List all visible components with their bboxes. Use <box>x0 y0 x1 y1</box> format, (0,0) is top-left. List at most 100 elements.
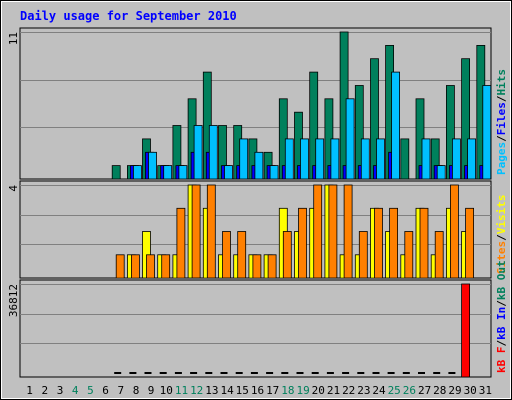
bar-sites-day-14 <box>222 231 231 279</box>
baseline-marker-day-19 <box>296 372 304 374</box>
bar-pages-day-8 <box>132 165 142 180</box>
x-tick-label-day-16: 16 <box>251 384 264 397</box>
bar-pages-day-18 <box>284 138 294 180</box>
x-tick-label-day-15: 15 <box>236 384 249 397</box>
bar-sites-day-22 <box>343 184 353 279</box>
x-tick-label-day-9: 9 <box>148 384 155 397</box>
baseline-marker-day-10 <box>159 372 167 374</box>
bar-sites-day-17 <box>267 254 277 279</box>
x-tick-label-day-7: 7 <box>117 384 124 397</box>
bar-sites-day-18 <box>282 231 292 279</box>
baseline-marker-day-25 <box>387 372 395 374</box>
baseline-marker-day-24 <box>372 372 380 374</box>
legend-entry: / <box>495 95 508 102</box>
baseline-marker-day-15 <box>235 372 243 374</box>
bar-pages-day-16 <box>254 151 264 180</box>
x-tick-label-day-2: 2 <box>41 384 48 397</box>
bar-pages-day-24 <box>376 138 385 180</box>
bar-pages-day-23 <box>360 138 370 180</box>
bar-kb-f-day-30 <box>461 283 471 378</box>
x-tick-label-day-25: 25 <box>388 384 401 397</box>
x-tick-label-day-6: 6 <box>102 384 109 397</box>
x-tick-label-day-10: 10 <box>160 384 173 397</box>
baseline-marker-day-9 <box>144 372 152 374</box>
bar-sites-day-10 <box>161 254 171 279</box>
bar-sites-day-7 <box>115 254 125 279</box>
x-tick-label-day-4: 4 <box>72 384 79 397</box>
baseline-marker-day-26 <box>402 372 410 374</box>
bar-sites-day-30 <box>465 207 475 279</box>
baseline-marker-day-17 <box>266 372 274 374</box>
bar-sites-day-20 <box>313 184 323 279</box>
baseline-marker-day-28 <box>433 372 441 374</box>
x-tick-label-day-26: 26 <box>403 384 416 397</box>
baseline-marker-day-14 <box>220 372 228 374</box>
panel-max-label: 11 <box>7 32 20 45</box>
bar-pages-day-21 <box>330 138 340 180</box>
bar-sites-day-19 <box>298 207 307 279</box>
legend-entry: Visits <box>495 195 508 235</box>
bar-pages-day-30 <box>467 138 477 180</box>
bar-sites-day-8 <box>130 254 140 279</box>
x-tick-label-day-1: 1 <box>26 384 33 397</box>
bar-pages-day-31 <box>482 85 492 180</box>
bar-sites-day-13 <box>206 184 216 279</box>
x-tick-label-day-27: 27 <box>418 384 431 397</box>
bar-sites-day-11 <box>176 207 186 279</box>
bar-sites-day-12 <box>191 184 201 279</box>
bar-pages-day-27 <box>421 138 431 180</box>
x-tick-label-day-31: 31 <box>479 384 492 397</box>
bar-sites-day-21 <box>328 184 338 279</box>
bar-sites-day-25 <box>389 207 399 279</box>
baseline-marker-day-8 <box>129 372 137 374</box>
x-tick-label-day-22: 22 <box>342 384 355 397</box>
x-tick-label-day-12: 12 <box>190 384 203 397</box>
bar-sites-day-9 <box>146 254 155 279</box>
bar-sites-day-23 <box>358 231 368 279</box>
bar-sites-day-16 <box>252 254 262 279</box>
baseline-marker-day-18 <box>281 372 289 374</box>
bar-sites-day-28 <box>434 231 444 279</box>
panel-visits-sites: 4 Sites/Visits <box>7 180 508 279</box>
bar-pages-day-15 <box>239 138 249 180</box>
bar-pages-day-29 <box>451 138 461 180</box>
legend-entry: kB Out <box>495 260 508 300</box>
baseline-marker-day-7 <box>114 372 122 374</box>
bar-pages-day-25 <box>391 71 401 180</box>
legend-entry: Pages <box>495 142 508 175</box>
bar-sites-day-24 <box>374 207 383 279</box>
x-tick-label-day-20: 20 <box>312 384 325 397</box>
baseline-marker-day-12 <box>190 372 198 374</box>
bar-hits-day-26 <box>400 138 410 180</box>
bar-hits-day-7 <box>111 165 121 180</box>
x-tick-label-day-11: 11 <box>175 384 188 397</box>
legend-entry: kB F <box>495 347 508 374</box>
panel-legend: Sites/Visits <box>495 195 508 275</box>
panel-hits-files-pages: 11 Pages/Files/Hits <box>7 27 508 180</box>
panel-area <box>19 279 492 378</box>
bar-pages-day-19 <box>300 138 309 180</box>
baseline-marker-day-13 <box>205 372 213 374</box>
legend-entry: / <box>495 135 508 142</box>
bar-sites-day-29 <box>449 184 459 279</box>
bar-sites-day-26 <box>404 231 414 279</box>
baseline-marker-day-11 <box>174 372 182 374</box>
x-tick-label-day-14: 14 <box>220 384 234 397</box>
panel-max-label: 4 <box>7 185 20 192</box>
panel-legend: Pages/Files/Hits <box>495 69 508 175</box>
baseline-marker-day-27 <box>418 372 425 374</box>
legend-entry: Sites <box>495 241 508 274</box>
legend-entry: / <box>495 300 508 307</box>
panel-max-label: 36812 <box>7 284 20 317</box>
bar-pages-day-11 <box>178 165 188 180</box>
legend-entry: Files <box>495 102 508 135</box>
legend-entry: kB In <box>495 307 508 340</box>
bar-pages-day-28 <box>436 165 446 180</box>
bar-pages-day-13 <box>208 125 218 180</box>
baseline-marker-day-22 <box>342 372 350 374</box>
